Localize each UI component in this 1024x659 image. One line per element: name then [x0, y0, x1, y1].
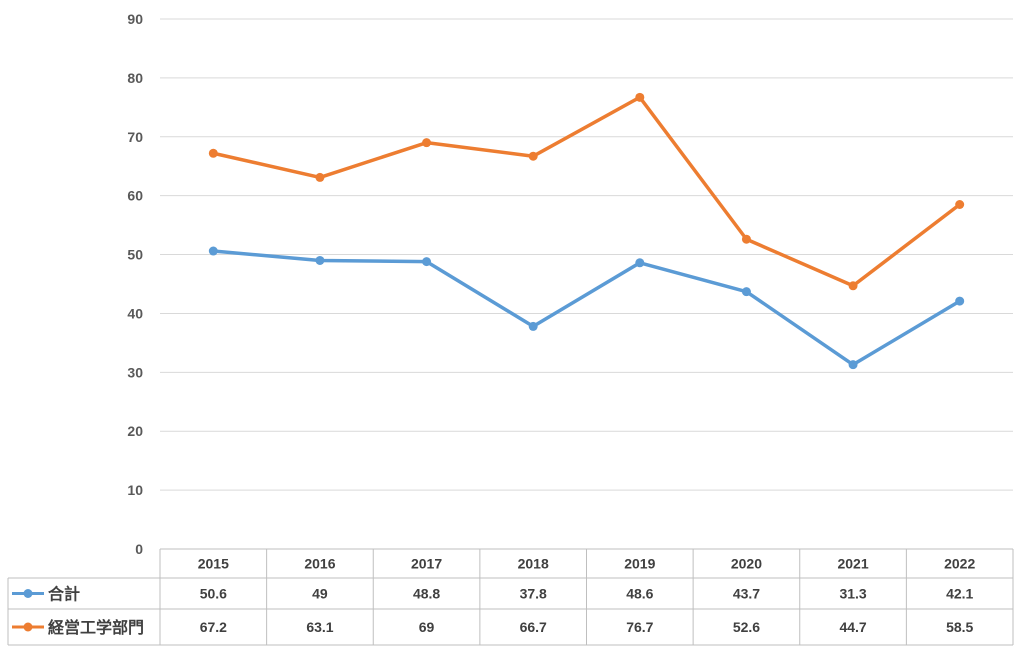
y-tick-label: 50: [127, 247, 143, 263]
table-value: 49: [312, 586, 328, 602]
y-tick-label: 90: [127, 11, 143, 27]
series-line: [211, 95, 962, 288]
legend-label: 経営工学部門: [48, 618, 144, 637]
category-label: 2017: [411, 556, 442, 572]
table-value: 58.5: [946, 619, 973, 635]
y-tick-label: 30: [127, 364, 143, 380]
y-tick-label: 10: [127, 482, 143, 498]
data-point: [208, 148, 218, 158]
gridlines: [160, 18, 1013, 491]
category-label: 2019: [624, 556, 655, 572]
table-value: 48.8: [413, 586, 440, 602]
data-point: [528, 151, 538, 161]
table-value: 43.7: [733, 586, 760, 602]
data-point: [528, 321, 538, 331]
category-label: 2022: [944, 556, 975, 572]
table-value: 31.3: [839, 586, 866, 602]
table-value: 37.8: [520, 586, 547, 602]
table-value: 42.1: [946, 586, 973, 602]
data-table: 2015 2016 2017 2018 2019 2020 2021 2022 合計 50.6 49…: [7, 548, 1014, 646]
data-point: [741, 287, 751, 297]
legend-label: 合計: [48, 585, 80, 604]
data-point: [422, 257, 432, 267]
y-axis-ticks: 0 10 20 30 40 50 60 70 80 90: [127, 11, 143, 557]
table-value: 69: [419, 619, 435, 635]
data-point: [848, 281, 858, 291]
data-point: [955, 296, 965, 306]
y-tick-label: 80: [127, 70, 143, 86]
data-point: [635, 258, 645, 268]
category-label: 2016: [304, 556, 335, 572]
legend-key-marker: [23, 589, 33, 598]
series-lines: [208, 92, 965, 370]
category-label: 2015: [198, 556, 229, 572]
y-tick-label: 70: [127, 129, 143, 145]
series-line: [211, 249, 962, 367]
data-point: [208, 246, 218, 256]
table-value: 52.6: [733, 619, 760, 635]
y-tick-label: 0: [135, 541, 143, 557]
y-tick-label: 40: [127, 305, 143, 321]
data-point: [422, 138, 432, 148]
y-tick-label: 20: [127, 423, 143, 439]
legend-key-marker: [23, 622, 33, 632]
data-point: [635, 92, 645, 102]
data-point: [315, 255, 325, 265]
y-tick-label: 60: [127, 188, 143, 204]
data-point: [741, 234, 751, 244]
data-point: [848, 360, 858, 370]
category-label: 2020: [731, 556, 762, 572]
table-value: 63.1: [306, 619, 333, 635]
table-value: 48.6: [626, 586, 653, 602]
table-value: 44.7: [839, 619, 866, 635]
table-value: 76.7: [626, 619, 653, 635]
table-value: 67.2: [200, 619, 227, 635]
table-value: 66.7: [520, 619, 547, 635]
table-value: 50.6: [200, 586, 227, 602]
category-label: 2021: [837, 556, 868, 572]
data-point: [955, 200, 965, 209]
category-label: 2018: [518, 556, 549, 572]
data-point: [315, 172, 325, 182]
